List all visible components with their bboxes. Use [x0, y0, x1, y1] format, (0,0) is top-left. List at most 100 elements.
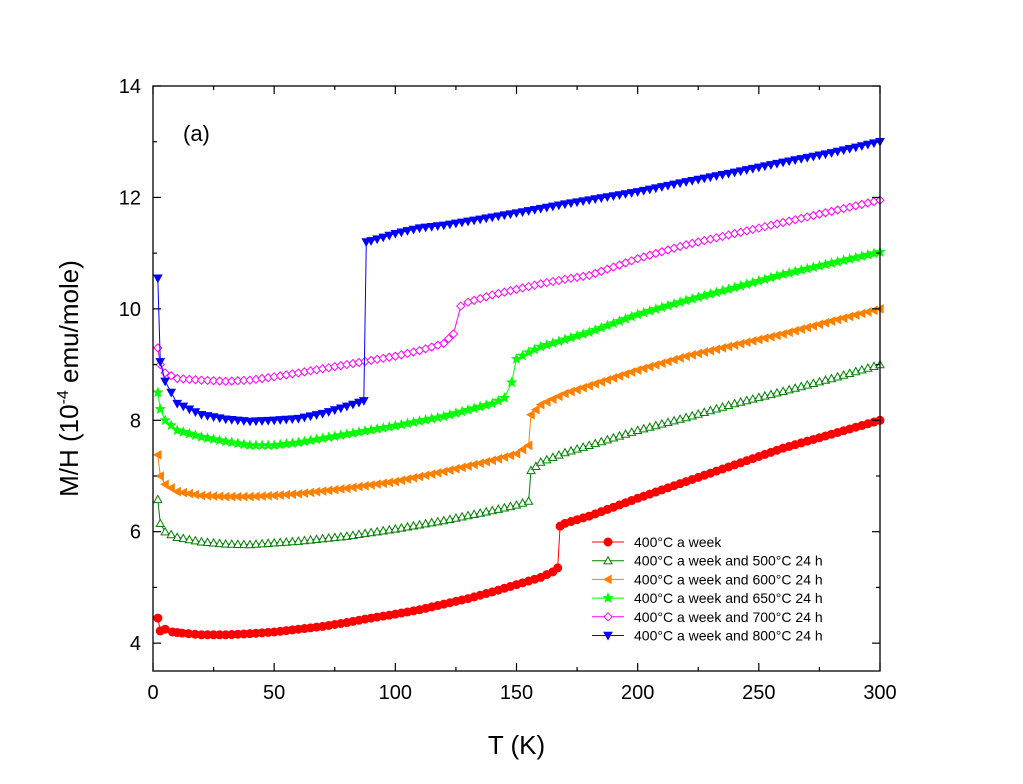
- data-point: [183, 427, 196, 439]
- series-star: [152, 246, 886, 451]
- data-point: [317, 409, 328, 419]
- data-point: [535, 204, 546, 214]
- data-point: [463, 217, 473, 227]
- data-point: [608, 192, 619, 201]
- data-point: [869, 139, 879, 149]
- data-point: [844, 144, 855, 154]
- data-point: [511, 209, 522, 219]
- data-point: [595, 321, 607, 333]
- data-point: [826, 316, 836, 326]
- x-tick-label: 250: [742, 682, 775, 704]
- data-point: [396, 475, 406, 486]
- data-point: [505, 210, 516, 220]
- data-point: [856, 142, 867, 151]
- data-point: [681, 178, 691, 187]
- y-tick-label: 12: [119, 187, 141, 209]
- data-point: [510, 353, 523, 364]
- data-point: [207, 433, 220, 445]
- legend-label: 400°C a week and 800°C 24 h: [634, 628, 823, 644]
- series-line: [157, 251, 881, 446]
- data-point: [329, 406, 340, 416]
- data-point: [457, 218, 467, 228]
- data-point: [414, 224, 425, 234]
- data-point: [342, 402, 352, 412]
- data-point: [481, 214, 492, 224]
- data-point: [741, 166, 752, 175]
- data-point: [448, 329, 459, 339]
- data-point: [348, 400, 358, 410]
- data-point: [547, 394, 557, 404]
- data-point: [613, 315, 626, 326]
- data-point: [526, 465, 536, 475]
- data-point: [214, 376, 225, 386]
- data-point: [717, 343, 727, 353]
- data-point: [511, 448, 521, 459]
- data-point: [493, 453, 503, 464]
- data-point: [669, 180, 679, 190]
- data-point: [523, 440, 533, 451]
- data-point: [160, 479, 169, 490]
- data-point: [863, 140, 873, 150]
- data-point: [820, 150, 831, 160]
- data-point: [287, 415, 298, 425]
- data-point: [735, 338, 745, 349]
- data-point: [305, 534, 316, 544]
- data-point: [638, 186, 649, 196]
- data-point: [469, 216, 479, 226]
- data-point: [159, 414, 171, 426]
- data-point: [729, 168, 740, 178]
- data-point: [432, 467, 442, 478]
- data-point: [456, 301, 466, 311]
- data-point: [832, 314, 842, 325]
- data-point: [741, 337, 751, 348]
- data-point: [554, 201, 564, 211]
- data-point: [602, 574, 612, 585]
- data-point: [190, 535, 201, 545]
- data-point: [251, 417, 261, 427]
- data-point: [529, 343, 541, 355]
- data-point: [166, 529, 177, 539]
- data-point: [281, 536, 292, 546]
- data-point: [603, 612, 613, 622]
- data-point: [808, 152, 819, 162]
- data-point: [529, 205, 540, 215]
- y-axis-title-unit: emu/mole): [54, 260, 84, 390]
- data-point: [711, 172, 722, 181]
- data-point: [420, 470, 430, 481]
- data-point: [177, 426, 189, 437]
- data-point: [317, 533, 328, 543]
- data-point: [541, 397, 551, 407]
- data-point: [723, 341, 733, 352]
- data-point: [475, 458, 484, 469]
- data-point: [245, 539, 255, 549]
- data-point: [426, 469, 436, 479]
- data-point: [153, 613, 163, 623]
- data-point: [239, 539, 249, 549]
- y-axis-title-main: M/H (10: [54, 404, 84, 496]
- data-point: [281, 415, 292, 425]
- legend-label: 400°C a week and 500°C 24 h: [634, 553, 823, 569]
- data-point: [723, 169, 734, 179]
- y-axis-title: M/H (10-4 emu/mole): [54, 260, 84, 497]
- data-point: [408, 225, 419, 235]
- data-point: [560, 200, 570, 210]
- data-point: [826, 149, 837, 158]
- data-point: [650, 184, 661, 194]
- data-point: [603, 631, 613, 641]
- data-point: [486, 397, 498, 409]
- data-point: [583, 326, 595, 338]
- data-point: [160, 377, 170, 387]
- data-point: [293, 536, 304, 545]
- data-point: [862, 307, 872, 317]
- data-point: [784, 157, 794, 167]
- data-point: [408, 472, 418, 483]
- data-point: [239, 417, 249, 426]
- data-point: [554, 449, 564, 459]
- data-point: [220, 538, 231, 548]
- data-point: [201, 432, 214, 443]
- data-point: [620, 190, 631, 199]
- data-point: [311, 411, 322, 420]
- data-point: [663, 181, 673, 191]
- data-point: [238, 438, 250, 450]
- data-point: [487, 455, 496, 466]
